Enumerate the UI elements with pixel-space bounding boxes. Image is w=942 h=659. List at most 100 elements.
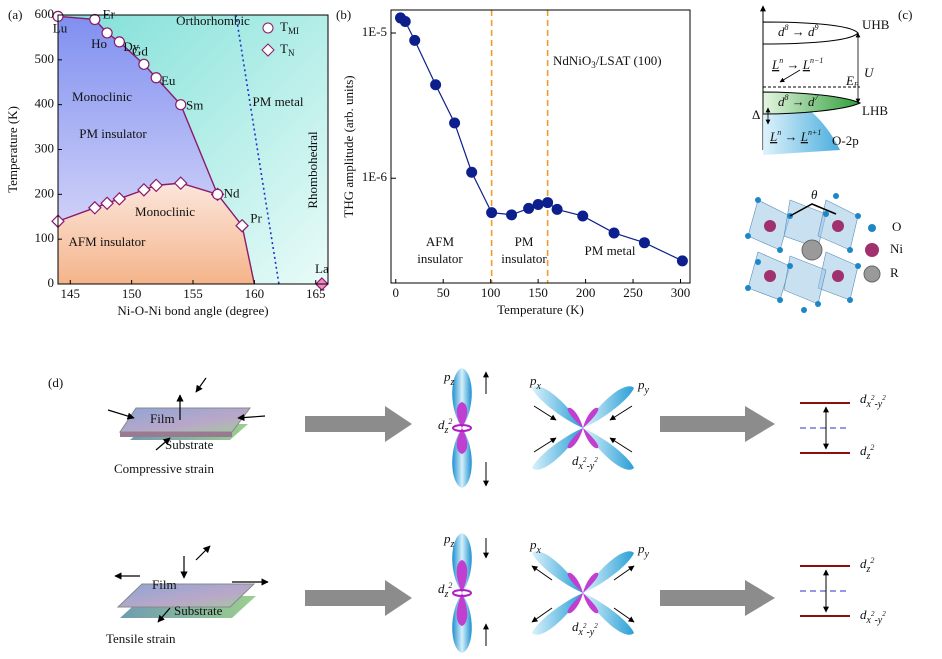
data-point — [486, 207, 498, 219]
crystal-structure: θ O Ni R — [745, 187, 903, 313]
data-point — [676, 255, 688, 267]
band-label: LHB — [862, 103, 888, 118]
data-point — [577, 210, 589, 222]
data-point — [551, 203, 563, 215]
region-label: PM — [515, 234, 534, 249]
y-axis-label: Temperature (K) — [5, 106, 20, 193]
strain-label: Tensile strain — [106, 631, 176, 646]
x-axis-label: Ni-O-Ni bond angle (degree) — [117, 303, 268, 318]
data-point — [506, 209, 518, 221]
x-tick-label: 150 — [528, 285, 548, 300]
y-tick-label: 1E-6 — [362, 169, 388, 184]
region-label: Monoclinic — [72, 89, 132, 104]
data-point — [235, 218, 249, 233]
data-point — [150, 72, 162, 84]
orbital-label: px — [529, 373, 542, 392]
orbital-label: py — [637, 377, 650, 396]
orbital-label: dz2 — [438, 417, 452, 436]
y-tick-label: 400 — [35, 96, 55, 111]
data-point — [112, 191, 127, 206]
data-point — [101, 27, 113, 39]
x-tick-label: 300 — [671, 285, 691, 300]
data-point — [523, 202, 535, 214]
y-tick-label: 200 — [35, 185, 55, 200]
level-label: dx2-y2 — [860, 391, 886, 410]
region-label: insulator — [501, 251, 547, 266]
y-tick-label: 100 — [35, 230, 55, 245]
x-tick-label: 165 — [306, 286, 326, 301]
data-point — [138, 58, 150, 70]
legend-marker — [261, 43, 275, 57]
transition: d8 → d7 — [778, 93, 820, 109]
legend-label: Ni — [890, 241, 903, 256]
metal-boundary — [235, 14, 280, 285]
data-point — [211, 188, 224, 200]
legend-subscript: N — [288, 48, 295, 58]
region-label: AFM — [426, 234, 455, 249]
transition: d8 → d9 — [778, 23, 819, 39]
panel-label: (b) — [336, 7, 351, 22]
band-label: UHB — [862, 17, 890, 32]
x-tick-label: 155 — [183, 286, 203, 301]
film-label: Film — [150, 411, 175, 426]
data-point — [89, 13, 101, 26]
data-point — [430, 79, 442, 91]
sample-label: NdNiO3/LSAT (100) — [553, 53, 662, 70]
boundary-extension — [241, 225, 256, 285]
y-tick-label: 500 — [35, 51, 55, 66]
data-point — [608, 227, 620, 239]
panel-label: (c) — [898, 7, 912, 22]
film-label: Film — [152, 577, 177, 592]
strain-label: Compressive strain — [114, 461, 215, 476]
plot-frame — [390, 9, 691, 284]
panel-label: (a) — [8, 7, 22, 22]
region-label: Rhombohedral — [305, 131, 320, 209]
legend-text: T — [280, 19, 288, 34]
angle-label: θ — [811, 187, 818, 202]
x-tick-label: 250 — [623, 285, 643, 300]
orbital-label: pz — [443, 531, 455, 550]
level-label: dz2 — [860, 443, 874, 462]
level-label: dx2-y2 — [860, 607, 886, 626]
x-axis-label: Temperature (K) — [497, 302, 584, 317]
data-point — [542, 197, 554, 209]
data-point — [638, 237, 650, 249]
data-point — [113, 36, 125, 48]
region-label: Orthorhombic — [176, 13, 250, 28]
substrate-label: Substrate — [165, 437, 214, 452]
energy-label: Δ — [752, 107, 760, 122]
data-line — [400, 17, 683, 262]
data-point — [137, 183, 151, 197]
legend-label: R — [890, 265, 899, 280]
x-tick-label: 200 — [576, 285, 596, 300]
data-point — [87, 200, 102, 215]
legend-subscript: MI — [288, 26, 299, 36]
substrate-label: Substrate — [174, 603, 223, 618]
point-label: La — [315, 261, 329, 276]
sample-text: /LSAT (100) — [596, 53, 662, 68]
x-tick-label: 100 — [481, 285, 501, 300]
legend-label: O — [892, 219, 901, 234]
region-label: PM insulator — [79, 126, 147, 141]
orbital-label: dx2-y2 — [572, 619, 598, 638]
orbital-label: dz2 — [438, 581, 452, 600]
orbital-label: pz — [443, 369, 455, 388]
point-label: Gd — [132, 43, 148, 58]
band-label: O-2p — [832, 133, 859, 148]
energy-label: U — [864, 65, 875, 80]
y-tick-label: 1E-5 — [362, 24, 387, 39]
point-label: Er — [103, 6, 116, 21]
region-label: insulator — [417, 251, 463, 266]
orbital-label: px — [529, 537, 542, 556]
panel-a: Orthorhombic Monoclinic PM insulator Monocl… — [5, 6, 329, 318]
region-label: PM metal — [253, 94, 304, 109]
panel-label: (d) — [48, 375, 63, 390]
sample-text: NdNiO — [553, 53, 591, 68]
x-tick-label: 0 — [392, 285, 399, 300]
y-axis-label: THG amplitude (arb. units) — [341, 75, 356, 217]
point-label: Ho — [91, 36, 107, 51]
legend-marker — [262, 22, 274, 34]
y-tick-label: 600 — [35, 6, 55, 21]
